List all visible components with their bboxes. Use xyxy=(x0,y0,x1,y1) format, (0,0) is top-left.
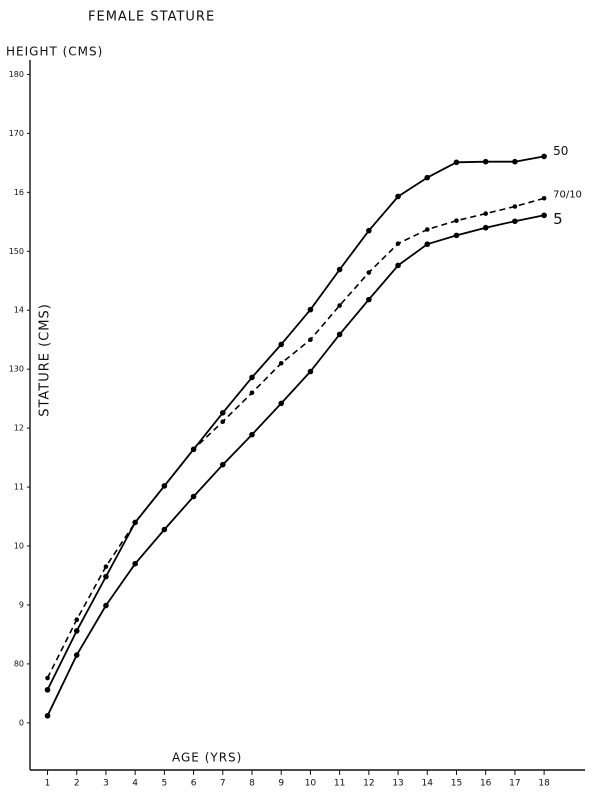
data-point xyxy=(278,341,285,348)
data-point xyxy=(541,212,547,219)
x-tick-label: 9 xyxy=(278,779,284,789)
y-tick-label: 16 xyxy=(14,188,24,197)
data-point xyxy=(190,493,197,500)
data-point xyxy=(366,270,372,275)
data-point xyxy=(307,368,314,375)
y-tick-label: 80 xyxy=(14,659,24,668)
x-tick-label: 17 xyxy=(509,779,520,789)
data-point xyxy=(541,153,547,160)
x-tick-label: 16 xyxy=(480,779,492,789)
data-point xyxy=(453,232,460,239)
data-point xyxy=(45,675,50,681)
x-tick-label: 7 xyxy=(220,779,226,789)
series-line xyxy=(46,155,545,691)
data-point xyxy=(219,410,226,416)
data-point xyxy=(424,227,430,232)
x-tick-label: 14 xyxy=(422,779,434,789)
data-point xyxy=(73,652,80,658)
data-point xyxy=(541,195,547,201)
data-point xyxy=(220,419,226,424)
x-tick-label: 11 xyxy=(334,779,345,789)
data-point xyxy=(395,241,401,246)
x-tick-label: 12 xyxy=(363,779,374,789)
data-point xyxy=(424,174,431,181)
x-tick-label: 13 xyxy=(392,779,403,789)
y-tick-label: 130 xyxy=(9,365,24,374)
data-point xyxy=(249,431,255,438)
data-point xyxy=(395,193,401,200)
data-point xyxy=(336,331,343,338)
y-tick-label: 180 xyxy=(9,70,24,79)
data-point xyxy=(308,337,313,343)
data-point xyxy=(512,218,518,225)
x-tick-label: 10 xyxy=(305,779,317,789)
data-point xyxy=(74,617,80,622)
x-tick-label: 4 xyxy=(132,779,138,789)
x-tick-label: 18 xyxy=(538,779,550,789)
data-point xyxy=(482,158,489,165)
data-point xyxy=(191,447,196,452)
data-point xyxy=(424,241,431,248)
x-tick-label: 5 xyxy=(162,779,168,789)
series-label: 5 xyxy=(553,210,563,228)
data-point xyxy=(73,628,80,634)
data-point xyxy=(395,262,401,269)
data-point xyxy=(336,266,343,273)
data-point xyxy=(162,483,167,489)
y-tick-label: 14 xyxy=(14,306,24,315)
y-tick-label: 10 xyxy=(14,542,24,551)
data-point xyxy=(219,461,226,468)
x-tick-label: 15 xyxy=(451,779,462,789)
y-tick-label: 0 xyxy=(19,718,24,727)
data-point xyxy=(512,158,518,165)
y-axis-label: STATURE (CMS) xyxy=(38,303,53,417)
data-point xyxy=(337,303,342,308)
data-point xyxy=(512,204,518,209)
data-point xyxy=(103,602,109,609)
data-point xyxy=(453,159,460,166)
data-point xyxy=(278,400,285,407)
y-axis-title: HEIGHT (CMS) xyxy=(6,45,103,59)
data-point xyxy=(161,526,168,533)
x-tick-label: 1 xyxy=(45,779,51,789)
data-point xyxy=(249,374,255,381)
y-tick-label: 150 xyxy=(9,247,24,256)
x-tick-label: 2 xyxy=(74,779,80,789)
y-tick-label: 9 xyxy=(19,600,24,609)
data-point xyxy=(366,296,372,303)
data-point xyxy=(278,360,284,366)
series-line xyxy=(46,197,545,679)
chart-title: FEMALE STATURE xyxy=(88,10,215,25)
data-point xyxy=(103,564,109,569)
data-point xyxy=(482,224,489,231)
series-line xyxy=(46,214,545,717)
y-tick-label: 12 xyxy=(14,424,24,433)
data-point xyxy=(249,390,255,396)
y-tick-label: 11 xyxy=(14,483,24,492)
data-point xyxy=(454,218,459,223)
x-tick-label: 8 xyxy=(249,779,255,789)
data-point xyxy=(483,211,488,216)
data-point xyxy=(44,712,51,719)
y-tick-label: 170 xyxy=(9,129,24,138)
data-point xyxy=(44,687,51,693)
data-point xyxy=(132,560,138,567)
data-point xyxy=(103,573,109,580)
x-tick-label: 6 xyxy=(191,779,197,789)
data-point xyxy=(307,306,314,313)
series-label: 70/10 xyxy=(553,189,582,200)
x-tick-label: 3 xyxy=(103,779,109,789)
x-axis-label: AGE (YRS) xyxy=(172,751,242,765)
data-point xyxy=(366,227,372,234)
data-point xyxy=(132,520,138,525)
series-label: 50 xyxy=(553,144,568,158)
